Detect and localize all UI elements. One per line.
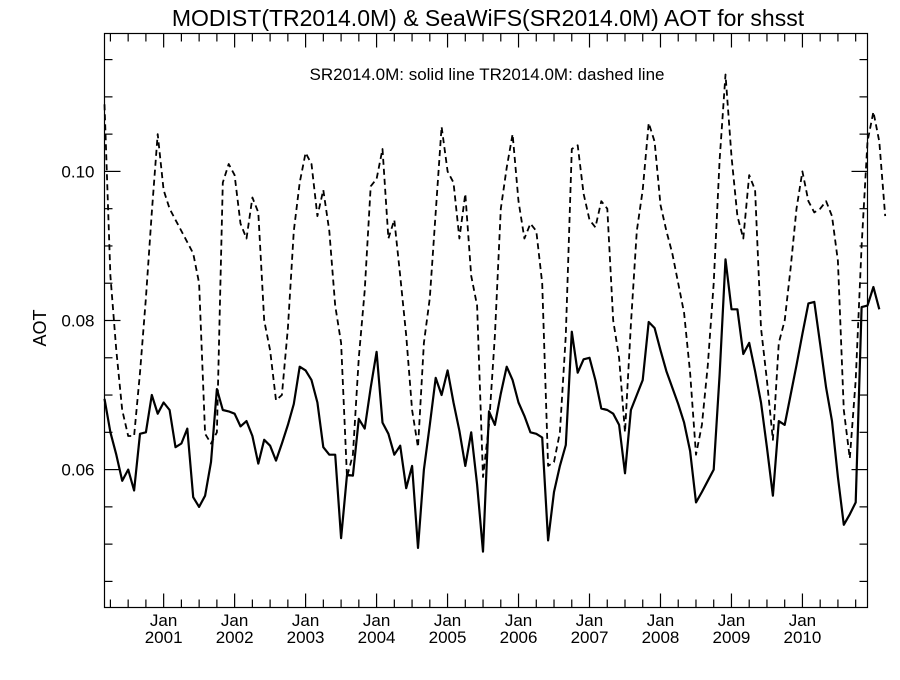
axis-tick-labels: 0.060.080.10Jan2001Jan2002Jan2003Jan2004… (61, 162, 821, 647)
x-tick-month-label: Jan (292, 611, 319, 630)
x-tick-year-label: 2008 (642, 628, 680, 647)
chart-title: MODIST(TR2014.0M) & SeaWiFS(SR2014.0M) A… (172, 5, 805, 31)
x-tick-year-label: 2002 (216, 628, 254, 647)
series-style-annotation: SR2014.0M: solid line TR2014.0M: dashed … (309, 65, 664, 84)
axis-ticks (104, 33, 868, 608)
x-tick-year-label: 2004 (358, 628, 396, 647)
x-tick-month-label: Jan (789, 611, 816, 630)
series-line-solid (103, 258, 881, 553)
y-tick-label: 0.06 (61, 461, 94, 480)
series-line-dashed (103, 73, 887, 478)
x-tick-month-label: Jan (363, 611, 390, 630)
x-tick-year-label: 2010 (784, 628, 822, 647)
x-tick-month-label: Jan (505, 611, 532, 630)
y-tick-label: 0.08 (61, 312, 94, 331)
x-tick-month-label: Jan (576, 611, 603, 630)
x-tick-year-label: 2006 (500, 628, 538, 647)
x-tick-month-label: Jan (150, 611, 177, 630)
x-tick-year-label: 2009 (713, 628, 751, 647)
x-tick-year-label: 2007 (571, 628, 609, 647)
y-axis-label: AOT (30, 309, 50, 346)
y-tick-label: 0.10 (61, 162, 94, 181)
x-tick-month-label: Jan (221, 611, 248, 630)
series-lines (103, 73, 887, 553)
x-tick-year-label: 2005 (429, 628, 467, 647)
x-tick-year-label: 2003 (287, 628, 325, 647)
x-tick-year-label: 2001 (145, 628, 183, 647)
x-tick-month-label: Jan (718, 611, 745, 630)
x-tick-month-label: Jan (647, 611, 674, 630)
x-tick-month-label: Jan (434, 611, 461, 630)
